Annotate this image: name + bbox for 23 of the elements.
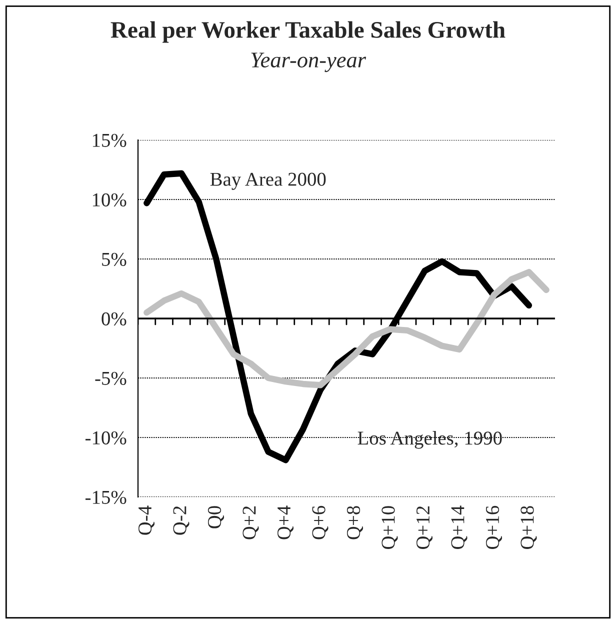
x-tick-label: Q+6 (312, 506, 328, 540)
chart-subtitle: Year-on-year (251, 52, 366, 72)
x-tick-label: Q+14 (451, 506, 468, 549)
x-tick-label: Q+18 (520, 506, 537, 549)
x-tick-label: Q+12 (416, 506, 433, 549)
y-tick-label: 10% (92, 193, 126, 206)
x-tick-label: Q+8 (346, 506, 364, 540)
y-tick-label: 0% (102, 312, 126, 326)
chart-title: Real per Worker Taxable Sales Growth (110, 21, 506, 43)
y-tick-label: 15% (92, 134, 126, 147)
x-tick-label: Q+10 (382, 506, 398, 549)
y-tick-label: -15% (85, 490, 126, 504)
x-tick-label: Q-4 (138, 506, 155, 535)
x-tick-label: Q0 (208, 506, 224, 528)
annotation: Los Angeles, 1990 (358, 431, 502, 449)
x-tick-label: Q+16 (486, 506, 502, 549)
y-tick-label: -5% (95, 372, 126, 385)
x-tick-label: Q-2 (173, 506, 190, 535)
x-tick-label: Q+2 (242, 506, 259, 540)
annotation: Bay Area 2000 (210, 172, 326, 190)
x-tick-label: Q+4 (277, 506, 294, 540)
y-tick-label: -10% (85, 431, 126, 444)
y-tick-label: 5% (102, 252, 126, 266)
